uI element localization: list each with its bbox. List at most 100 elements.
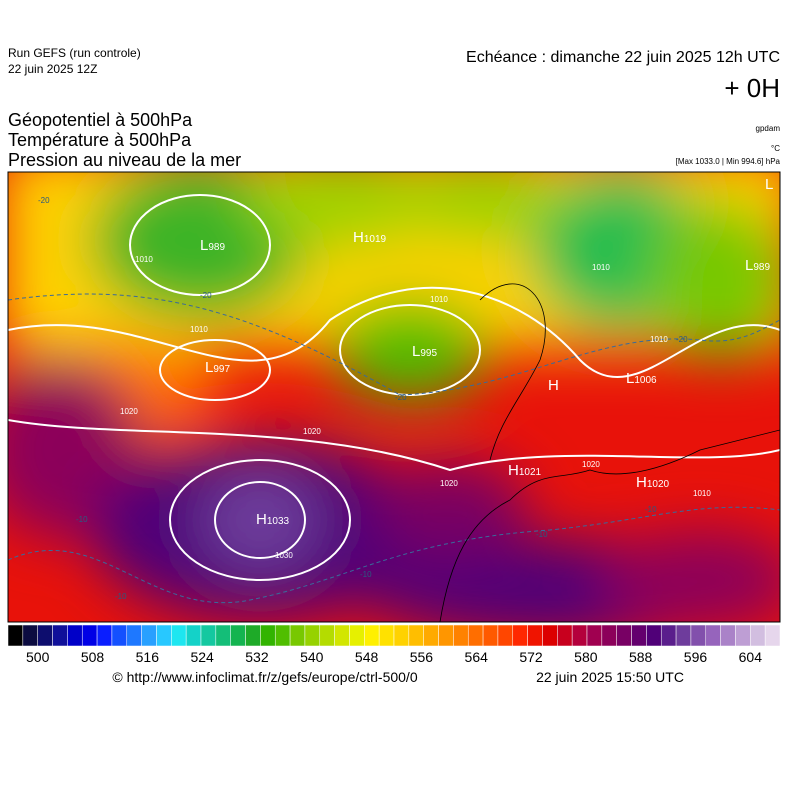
colorbar-swatch — [482, 624, 499, 647]
colorbar-swatch — [319, 624, 335, 647]
pressure-center: H1020 — [636, 474, 670, 491]
colorbar-tick-label: 508 — [81, 649, 105, 665]
colorbar-swatch — [171, 624, 187, 647]
pressure-center: H1019 — [353, 229, 387, 246]
colorbar-swatch — [601, 624, 617, 647]
colorbar-swatch — [260, 624, 276, 647]
colorbar-swatch — [81, 624, 98, 647]
unit: [Max 1033.0 | Min 994.6] hPa — [676, 157, 781, 166]
colorbar-tick-label: 556 — [410, 649, 434, 665]
colorbar-swatch — [467, 624, 484, 647]
colorbar-swatch — [542, 624, 558, 647]
run: Run GEFS (run controle) — [8, 46, 141, 60]
map: L989 H1019 L995 L997 H1033 H1021 H1020 L… — [8, 172, 780, 622]
colorbar-swatch — [423, 624, 439, 647]
colorbar-swatch — [245, 624, 261, 647]
echeance: Echéance : dimanche 22 juin 2025 12h UTC — [466, 49, 780, 66]
colorbar-swatch — [616, 624, 632, 647]
isotherm-label: -20 — [38, 196, 50, 205]
pressure-center: L989 — [745, 257, 770, 274]
colorbar-swatch — [349, 624, 365, 647]
colorbar-swatch — [393, 624, 410, 647]
isotherm-label: -20 — [676, 335, 688, 344]
colorbar-swatch — [586, 624, 603, 647]
isotherm-label: -10 — [645, 505, 657, 514]
colorbar-swatch — [185, 624, 202, 647]
colorbar: 500 508 516 524 532 540 548 556 564 572 580 588 596 6… — [7, 624, 781, 665]
colorbar-swatch — [660, 624, 677, 647]
colorbar-swatch — [646, 624, 662, 647]
colorbar-swatch — [527, 624, 543, 647]
lead-time: + 0H — [724, 73, 780, 103]
colorbar-swatch — [512, 624, 528, 647]
colorbar-tick-label: 516 — [136, 649, 160, 665]
colorbar-swatch — [289, 624, 306, 647]
isotherm-label: -10 — [536, 530, 548, 539]
colorbar-swatch — [7, 624, 24, 647]
colorbar-swatch — [764, 624, 781, 647]
colorbar-swatch — [408, 624, 424, 647]
colorbar-tick-label: 524 — [190, 649, 214, 665]
colorbar-swatch — [22, 624, 38, 647]
colorbar-swatch — [631, 624, 647, 647]
colorbar-swatch — [675, 624, 692, 647]
isobar-label: 1020 — [120, 407, 138, 416]
colorbar-tick-label: 500 — [26, 649, 50, 665]
colorbar-swatch — [215, 624, 231, 647]
colorbar-swatch — [334, 624, 350, 647]
pressure-center: L997 — [205, 359, 230, 376]
colorbar-swatch — [750, 624, 766, 647]
colorbar-tick-label: 588 — [629, 649, 653, 665]
colorbar-tick-label: 604 — [739, 649, 763, 665]
colorbar-swatch — [37, 624, 53, 647]
pressure-center: L1006 — [626, 370, 657, 387]
field: Pression au niveau de la mer — [8, 150, 241, 170]
isobar-label: 1010 — [190, 325, 208, 334]
colorbar-tick-label: 564 — [465, 649, 489, 665]
colorbar-swatch — [111, 624, 128, 647]
colorbar-swatch — [571, 624, 588, 647]
colorbar-swatch — [304, 624, 321, 647]
unit: gpdam — [756, 124, 781, 133]
source-url: © http://www.infoclimat.fr/z/gefs/europe… — [112, 669, 417, 685]
colorbar-tick-label: 548 — [355, 649, 379, 665]
isotherm-label: -20 — [200, 291, 212, 300]
colorbar-swatch — [690, 624, 707, 647]
isobar-label: 1020 — [440, 479, 458, 488]
isotherm-label: -20 — [395, 393, 407, 402]
isobar-label: 1010 — [135, 255, 153, 264]
colorbar-swatch — [453, 624, 469, 647]
colorbar-swatch — [274, 624, 291, 647]
colorbar-swatch — [96, 624, 113, 647]
isobar-label: 1010 — [693, 489, 711, 498]
colorbar-tick-label: 532 — [245, 649, 269, 665]
colorbar-swatch — [705, 624, 721, 647]
unit: °C — [771, 144, 780, 153]
colorbar-swatch — [67, 624, 83, 647]
colorbar-swatch — [378, 624, 395, 647]
colorbar-swatch — [735, 624, 751, 647]
colorbar-swatch — [364, 624, 380, 647]
isobar-label: 1010 — [430, 295, 448, 304]
pressure-center: L995 — [412, 343, 437, 360]
colorbar-swatch — [141, 624, 157, 647]
colorbar-swatch — [52, 624, 68, 647]
colorbar-swatch — [720, 624, 736, 647]
colorbar-swatch — [497, 624, 514, 647]
colorbar-swatch — [200, 624, 217, 647]
colorbar-swatch — [156, 624, 172, 647]
colorbar-swatch — [230, 624, 246, 647]
field: Température à 500hPa — [8, 130, 192, 150]
isotherm-label: -10 — [115, 592, 127, 601]
isobar-label: 1030 — [275, 551, 293, 560]
colorbar-tick-label: 540 — [300, 649, 324, 665]
isotherm-label: -10 — [360, 570, 372, 579]
colorbar-swatch — [557, 624, 573, 647]
colorbar-swatch — [126, 624, 142, 647]
pressure-center: H1021 — [508, 462, 542, 479]
isobar-label: 1010 — [650, 335, 668, 344]
isobar-label: 1010 — [592, 263, 610, 272]
colorbar-tick-label: 596 — [684, 649, 708, 665]
colorbar-tick-label: 580 — [574, 649, 598, 665]
